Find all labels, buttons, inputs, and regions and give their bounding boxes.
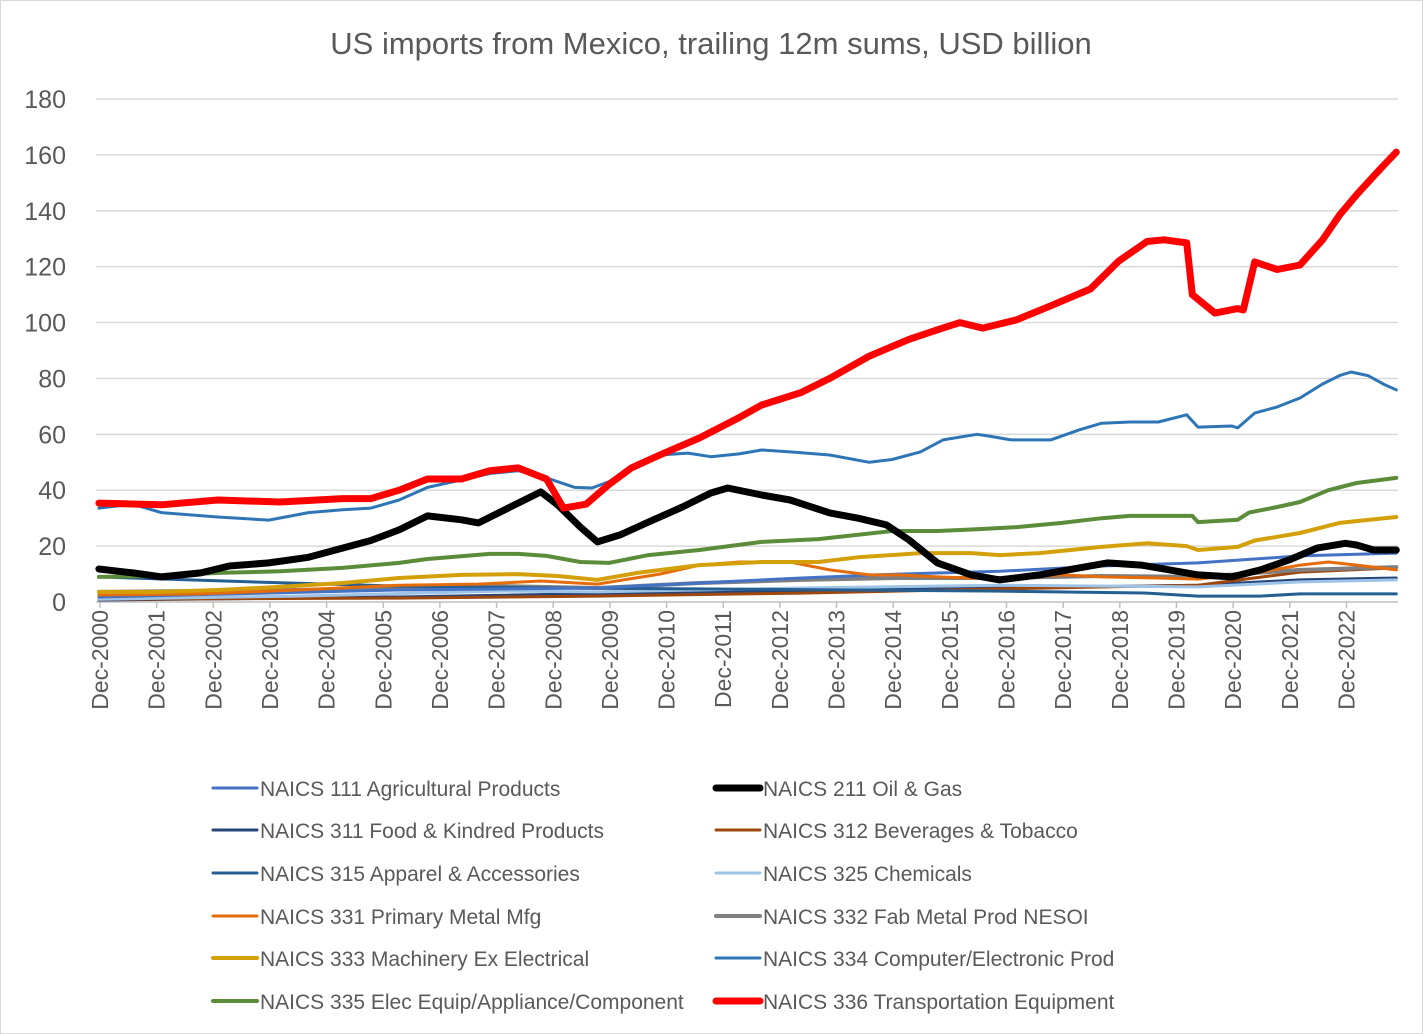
y-tick-label: 160 [24, 142, 66, 170]
x-tick-label: Dec-2002 [200, 610, 226, 710]
x-tick-label: Dec-2013 [824, 610, 850, 710]
legend-item: NAICS 211 Oil & Gas [712, 778, 962, 801]
legend-label: NAICS 315 Apparel & Accessories [260, 863, 580, 886]
x-tick-label: Dec-2007 [484, 610, 510, 710]
legend-item: NAICS 335 Elec Equip/Appliance/Component [211, 991, 684, 1014]
series-line-334 [97, 370, 1398, 522]
x-tick-label: Dec-2018 [1107, 610, 1133, 710]
series-line-336 [95, 148, 1400, 512]
legend-item: NAICS 325 Chemicals [714, 863, 972, 886]
series-line-335 [96, 475, 1399, 579]
x-tick-label: Dec-2022 [1333, 610, 1359, 710]
legend-item: NAICS 315 Apparel & Accessories [211, 863, 580, 886]
legend-label: NAICS 336 Transportation Equipment [763, 991, 1115, 1014]
chart-title: US imports from Mexico, trailing 12m sum… [330, 26, 1091, 61]
legend-item: NAICS 111 Agricultural Products [211, 778, 560, 801]
legend-label: NAICS 111 Agricultural Products [260, 778, 560, 801]
y-tick-label: 120 [24, 254, 66, 282]
x-tick-label: Dec-2015 [937, 610, 963, 710]
legend-item: NAICS 312 Beverages & Tobacco [714, 820, 1078, 843]
y-tick-label: 60 [38, 421, 66, 449]
y-tick-label: 0 [52, 589, 66, 617]
legend-item: NAICS 332 Fab Metal Prod NESOI [714, 906, 1089, 929]
y-tick-label: 100 [24, 310, 66, 338]
legend-label: NAICS 325 Chemicals [763, 863, 972, 886]
y-tick-label: 140 [24, 198, 66, 226]
x-tick-label: Dec-2011 [710, 610, 736, 708]
x-tick-label: Dec-2000 [87, 610, 113, 710]
x-tick-label: Dec-2012 [767, 610, 793, 710]
y-tick-label: 40 [38, 477, 66, 505]
y-tick-label: 80 [38, 365, 66, 393]
x-tick-label: Dec-2016 [994, 610, 1020, 710]
x-tick-label: Dec-2017 [1050, 610, 1076, 710]
x-tick-label: Dec-2014 [880, 610, 906, 710]
x-tick-label: Dec-2008 [540, 610, 566, 710]
x-tick-label: Dec-2006 [427, 610, 453, 710]
legend-label: NAICS 311 Food & Kindred Products [260, 820, 604, 843]
legend-label: NAICS 331 Primary Metal Mfg [260, 906, 541, 929]
series-line-211 [95, 484, 1400, 584]
legend-label: NAICS 211 Oil & Gas [763, 778, 962, 801]
x-tick-label: Dec-2010 [654, 610, 680, 710]
x-tick-label: Dec-2020 [1220, 610, 1246, 710]
x-tick-label: Dec-2019 [1163, 610, 1189, 710]
series-line-333 [96, 515, 1399, 594]
legend-label: NAICS 334 Computer/Electronic Prod [763, 948, 1114, 971]
y-tick-label: 20 [38, 533, 66, 561]
x-tick-label: Dec-2005 [370, 610, 396, 710]
legend-item: NAICS 331 Primary Metal Mfg [211, 906, 541, 929]
y-tick-label: 180 [24, 86, 66, 114]
x-tick-label: Dec-2021 [1277, 610, 1303, 710]
legend-label: NAICS 333 Machinery Ex Electrical [260, 948, 589, 971]
legend-item: NAICS 336 Transportation Equipment [712, 991, 1115, 1014]
legend-label: NAICS 332 Fab Metal Prod NESOI [763, 906, 1089, 929]
legend-item: NAICS 334 Computer/Electronic Prod [714, 948, 1114, 971]
x-tick-label: Dec-2009 [597, 610, 623, 710]
series-line-325 [97, 578, 1398, 601]
x-tick-label: Dec-2004 [314, 610, 340, 710]
legend-item: NAICS 333 Machinery Ex Electrical [211, 948, 589, 971]
legend-label: NAICS 312 Beverages & Tobacco [763, 820, 1078, 843]
x-tick-label: Dec-2003 [257, 610, 283, 710]
legend-label: NAICS 335 Elec Equip/Appliance/Component [260, 991, 684, 1014]
series-line-312 [97, 566, 1398, 601]
x-tick-label: Dec-2001 [144, 610, 170, 710]
legend-item: NAICS 311 Food & Kindred Products [211, 820, 604, 843]
